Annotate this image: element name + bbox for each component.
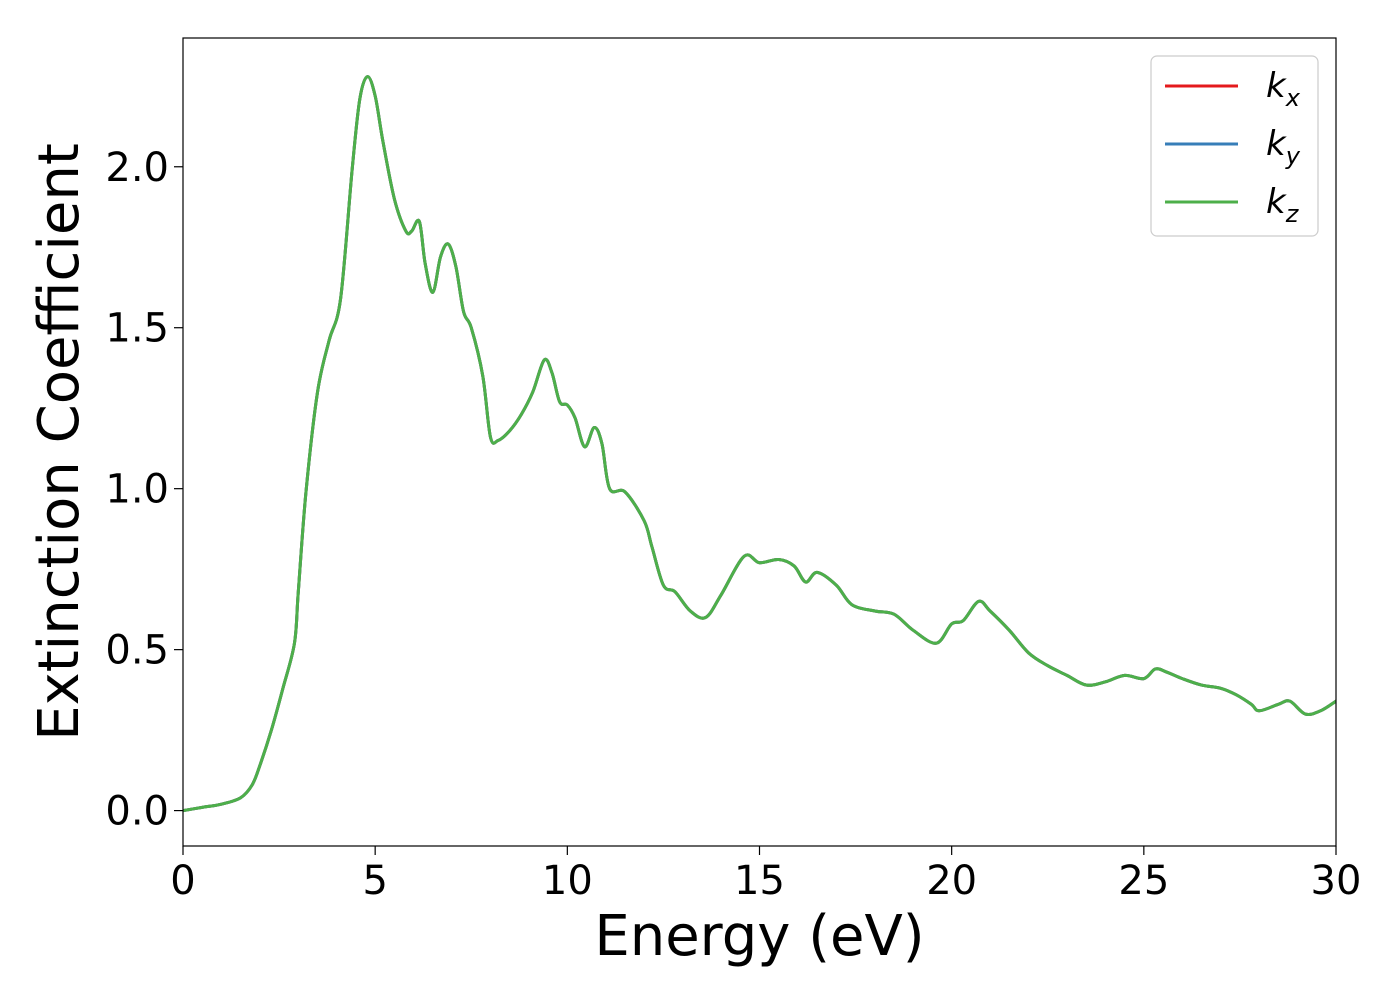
x-tick-label: 15	[734, 858, 785, 904]
y-tick-label: 0.5	[105, 628, 169, 674]
x-tick-label: 25	[1118, 858, 1169, 904]
x-tick-label: 30	[1311, 858, 1362, 904]
y-tick-label: 0.0	[105, 789, 169, 835]
y-tick-label: 2.0	[105, 145, 169, 191]
y-axis-label: Extinction Coefficient	[27, 143, 92, 741]
y-tick-label: 1.0	[105, 467, 169, 513]
legend-box	[1150, 55, 1319, 237]
legend-label-kz: kz	[1266, 182, 1300, 228]
x-tick-label: 5	[362, 858, 387, 904]
x-axis: 0 5 10 15 20 25 30	[170, 846, 1361, 904]
series-layer	[183, 75, 1336, 813]
series-line-kz	[183, 75, 1336, 813]
legend-label-ky: ky	[1266, 124, 1301, 170]
legend-label-kx: kx	[1266, 66, 1301, 112]
legend: kx ky kz	[1150, 55, 1319, 237]
x-tick-label: 0	[170, 858, 195, 904]
x-tick-label: 10	[542, 858, 593, 904]
y-axis: 0.0 0.5 1.0 1.5 2.0	[105, 145, 183, 835]
x-tick-label: 20	[926, 858, 977, 904]
y-tick-label: 1.5	[105, 306, 169, 352]
x-axis-label: Energy (eV)	[594, 904, 924, 969]
